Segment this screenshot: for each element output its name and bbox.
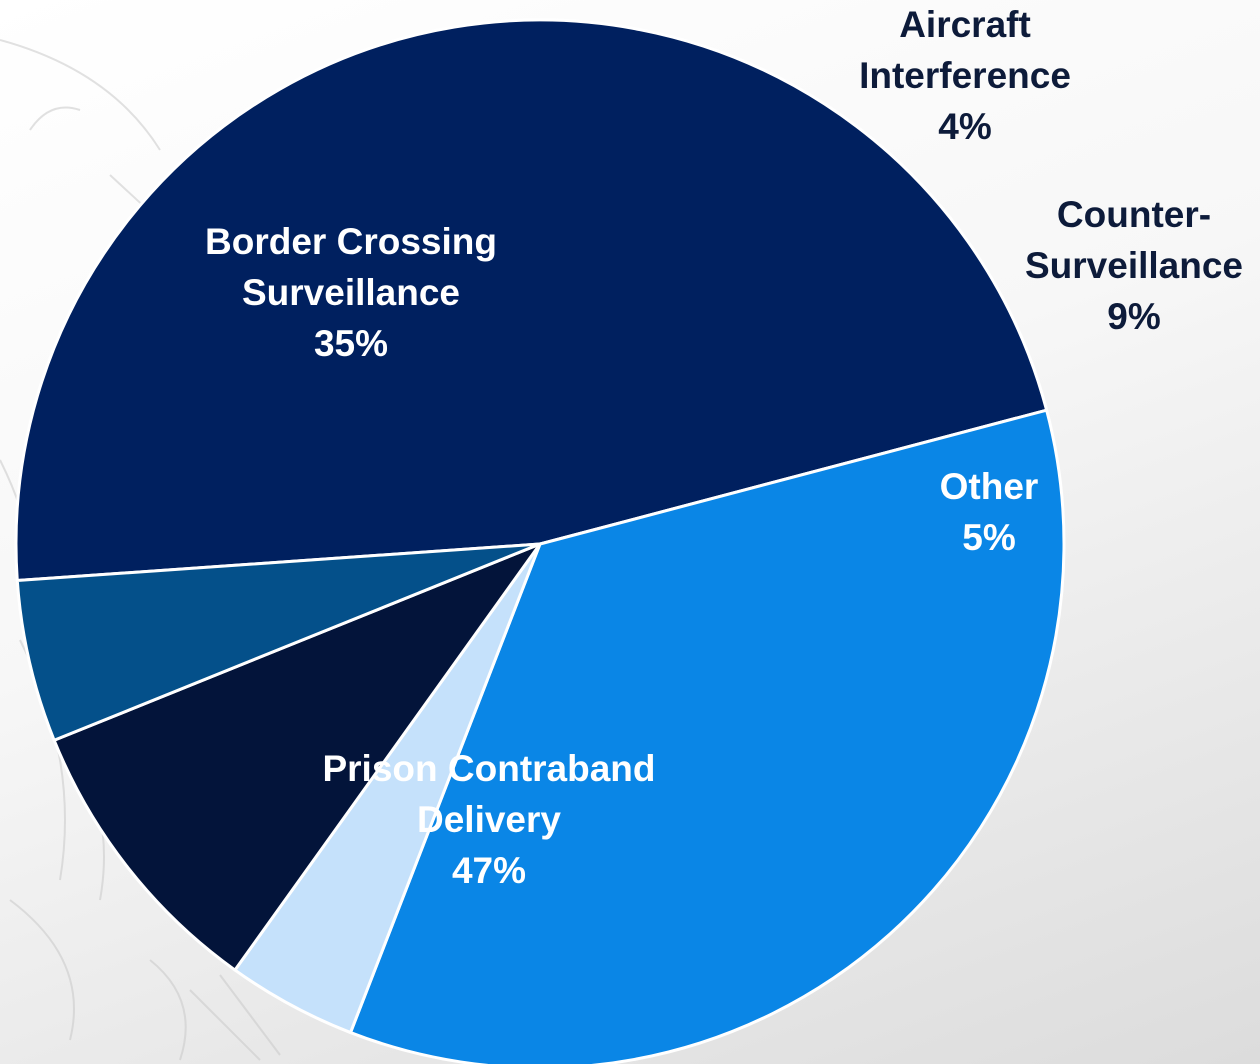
slice-name-line: Prison Contraband (322, 748, 655, 789)
slice-value-label: 9% (1107, 296, 1160, 337)
slice-name-line: Border Crossing (205, 221, 497, 262)
pie-slice-1 (14, 18, 1049, 583)
slice-name-line: Surveillance (1025, 245, 1243, 286)
slice-value-label: 4% (938, 106, 991, 147)
pie-slice-4 (52, 542, 542, 972)
slice-label-5: Other 5% (940, 466, 1039, 558)
slice-label-4: Counter- Surveillance 9% (1025, 194, 1243, 337)
slice-name-line: Delivery (417, 799, 561, 840)
slice-label-2: Border Crossing Surveillance 35% (205, 221, 497, 364)
slice-name-line: Other (940, 466, 1039, 507)
slice-name-line: Surveillance (242, 272, 460, 313)
slice-value-label: 5% (962, 517, 1015, 558)
slice-label-3: Aircraft Interference 4% (859, 4, 1071, 147)
pie-slice-5 (15, 542, 542, 742)
slice-name-line: Counter- (1057, 194, 1211, 235)
slice-label-1: Prison Contraband Delivery 47% (322, 748, 655, 891)
pie-slices (14, 18, 1066, 1064)
slice-value-label: 47% (452, 850, 526, 891)
slice-name-line: Interference (859, 55, 1071, 96)
slice-value-label: 35% (314, 323, 388, 364)
slice-labels: Prison Contraband Delivery 47% Border Cross… (205, 4, 1243, 891)
slice-name-line: Aircraft (899, 4, 1031, 45)
